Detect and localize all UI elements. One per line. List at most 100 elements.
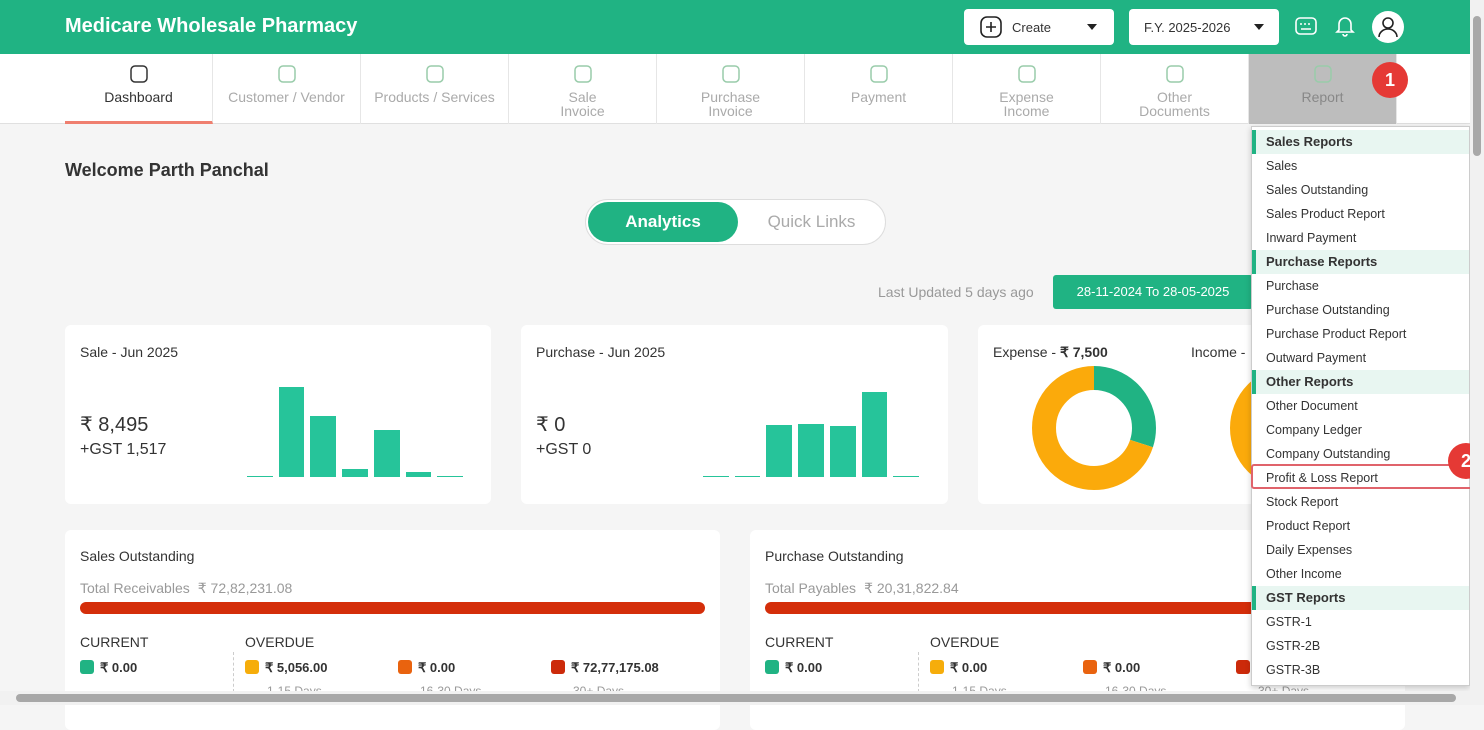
nav-icon: [870, 65, 888, 83]
tab[interactable]: Quick Links: [767, 212, 856, 231]
menu-item[interactable]: Other Document: [1266, 399, 1358, 413]
menu-item[interactable]: GSTR-2B: [1266, 639, 1321, 653]
overdue-label: OVERDUE: [930, 634, 1000, 650]
bar-chart: [699, 377, 921, 477]
nav-icon: [722, 65, 740, 83]
dot: [398, 660, 412, 674]
nav-icon: [574, 65, 592, 83]
menu-item[interactable]: Sales Product Report: [1266, 207, 1385, 221]
bar: [278, 387, 305, 477]
scroll-thumb[interactable]: [16, 694, 1456, 702]
nav-bar: Dashboard Customer / Vendor Products / Ser…: [0, 54, 1470, 124]
v-scrollbar[interactable]: [1470, 0, 1484, 705]
nav-icon: [1018, 65, 1036, 83]
amount: ₹ 0.00: [1103, 660, 1141, 675]
tab-switch: Analytics Quick Links: [585, 199, 886, 245]
donut-slice: [1032, 366, 1156, 490]
fy-select[interactable]: F.Y. 2025-2026: [1129, 9, 1279, 45]
nav-item[interactable]: Purchase Invoice: [657, 54, 805, 124]
caret: [1254, 24, 1264, 30]
bar-chart: [243, 377, 465, 477]
scroll-thumb[interactable]: [1473, 16, 1481, 156]
current-label: CURRENT: [80, 634, 149, 650]
icon-shape: [130, 65, 148, 83]
overdue-amount: ₹ 5,056.00: [245, 660, 328, 676]
menu-group-header: GST Reports: [1252, 586, 1469, 610]
nav-label-line: Income: [1003, 103, 1050, 119]
amount: ₹ 0.00: [785, 660, 823, 675]
menu-item[interactable]: Company Ledger: [1266, 423, 1362, 437]
avatar[interactable]: [1371, 10, 1405, 44]
current-label: CURRENT: [765, 634, 834, 650]
nav-label-line: Customer / Vendor: [228, 89, 345, 105]
bar: [798, 424, 824, 477]
create-label: Create: [1012, 19, 1052, 35]
amount: ₹ 5,056.00: [265, 660, 328, 675]
amount: ₹ 0.00: [100, 660, 138, 675]
nav-label-line: Report: [1301, 89, 1344, 105]
card-title: Sales Outstanding: [80, 548, 195, 564]
nav-icon: [426, 65, 444, 83]
nav-item[interactable]: Customer / Vendor: [213, 54, 361, 124]
dot: [80, 660, 94, 674]
menu-item[interactable]: Profit & Loss Report: [1266, 471, 1378, 485]
keyboard-icon[interactable]: [1295, 16, 1317, 36]
card-title: Sale - Jun 2025: [80, 344, 179, 360]
nav-item[interactable]: Products / Services: [361, 54, 509, 124]
bar: [893, 476, 919, 477]
nav-item[interactable]: Report: [1249, 54, 1397, 124]
nav-item[interactable]: Expense Income: [953, 54, 1101, 124]
nav-label-line: Dashboard: [104, 89, 173, 105]
menu-group-header: Other Reports: [1252, 370, 1469, 394]
date-range[interactable]: 28-11-2024 To 28-05-2025: [1053, 275, 1253, 309]
nav-item[interactable]: Other Documents: [1101, 54, 1249, 124]
overdue-label: OVERDUE: [245, 634, 315, 650]
menu-item[interactable]: Purchase Outstanding: [1266, 303, 1390, 317]
menu-item[interactable]: Other Income: [1266, 567, 1342, 581]
card-title: Purchase Outstanding: [765, 548, 904, 564]
menu-item[interactable]: Sales Outstanding: [1266, 183, 1369, 197]
app-title: Medicare Wholesale Pharmacy: [65, 15, 358, 37]
nav-label: Purchase Invoice: [657, 90, 804, 118]
h-scrollbar[interactable]: [0, 691, 1470, 705]
menu-item[interactable]: Purchase Product Report: [1266, 327, 1407, 341]
last-updated: Last Updated 5 days ago: [878, 284, 1034, 300]
menu-item[interactable]: Stock Report: [1266, 495, 1339, 509]
menu-item[interactable]: GSTR-3B: [1266, 663, 1321, 677]
nav-item[interactable]: Sale Invoice: [509, 54, 657, 124]
tab[interactable]: Analytics: [588, 202, 738, 242]
menu-item[interactable]: Outward Payment: [1266, 351, 1367, 365]
progress-bar: [765, 602, 1390, 614]
menu-item[interactable]: Purchase: [1266, 279, 1319, 293]
nav-label: Customer / Vendor: [213, 90, 360, 104]
create-button[interactable]: Create: [964, 9, 1114, 45]
bar: [703, 476, 729, 477]
nav-label: Other Documents: [1101, 90, 1248, 118]
fy-label: F.Y. 2025-2026: [1144, 19, 1231, 35]
bar: [766, 425, 793, 477]
icon-shape: [1018, 65, 1036, 83]
bar: [734, 476, 761, 477]
nav-label-line: Purchase: [700, 89, 761, 105]
nav-label-line: Sale: [568, 89, 597, 105]
amount: ₹ 8,495: [80, 414, 149, 436]
callout-badge: 1: [1372, 62, 1408, 98]
caret: [1087, 24, 1097, 30]
report-dropdown: Sales Reports Sales Sales Outstanding Sales…: [1251, 126, 1470, 686]
nav-item[interactable]: Dashboard: [65, 54, 213, 124]
nav-icon: [278, 65, 296, 83]
expense-label: Expense -: [993, 344, 1060, 360]
menu-item[interactable]: Inward Payment: [1266, 231, 1357, 245]
menu-item[interactable]: Sales: [1266, 159, 1298, 173]
bar: [247, 476, 273, 477]
bell-icon[interactable]: [1335, 14, 1355, 38]
menu-item[interactable]: GSTR-1: [1266, 615, 1312, 629]
menu-item[interactable]: Product Report: [1266, 519, 1351, 533]
menu-item[interactable]: Company Outstanding: [1266, 447, 1391, 461]
nav-item[interactable]: Payment: [805, 54, 953, 124]
sale-card: Sale - Jun 2025 ₹ 8,495 +GST 1,517: [65, 325, 491, 504]
bar: [861, 392, 888, 477]
nav-label-line: Documents: [1139, 103, 1210, 119]
expense-title: Expense - ₹ 7,500: [993, 344, 1108, 361]
menu-item[interactable]: Daily Expenses: [1266, 543, 1353, 557]
